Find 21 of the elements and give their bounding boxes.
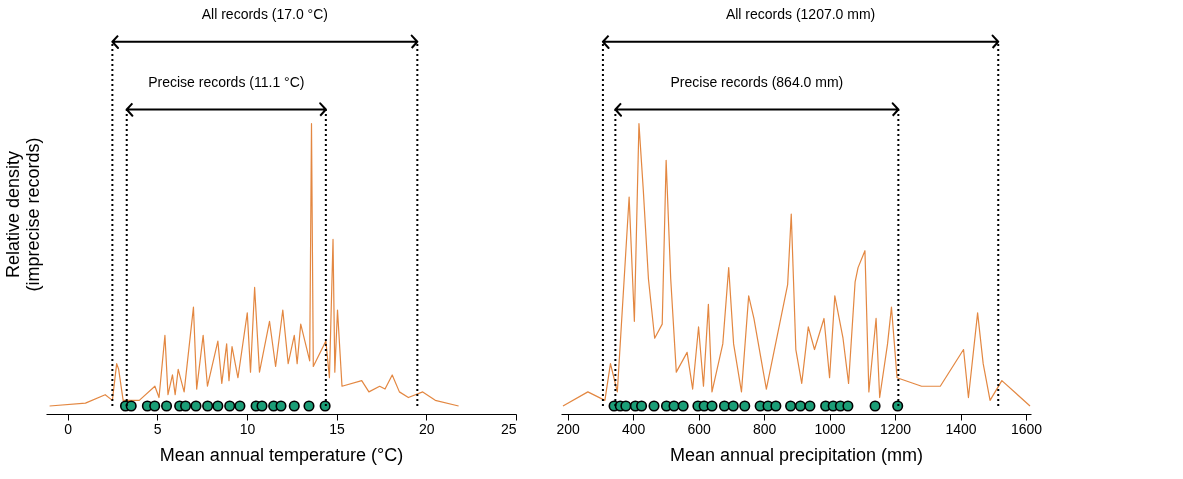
x-axis-title: Mean annual precipitation (mm) [669, 444, 924, 465]
text: All records (1207.0 mm) [725, 6, 876, 22]
text: Precise records (864.0 mm) [670, 73, 844, 90]
y-axis-title: Relative density (imprecise records) [2, 137, 43, 292]
x-tick-label: 10 [239, 420, 256, 437]
x-tick-label: 5 [153, 420, 162, 437]
x-tick-label: 1000 [814, 420, 846, 437]
x-tick-label: 1400 [945, 420, 977, 437]
x-tick-label: 15 [329, 420, 346, 437]
text: All records (17.0 °C) [201, 6, 328, 22]
x-tick-label: 400 [621, 420, 646, 437]
x-tick-label: 0 [64, 420, 73, 437]
x-tick-label: 1600 [1011, 420, 1043, 437]
x-axis-title: Mean annual temperature (°C) [159, 444, 404, 465]
x-tick-label: 1200 [880, 420, 912, 437]
x-tick-label: 600 [687, 420, 711, 437]
x-tick-label: 200 [556, 420, 580, 437]
x-tick-label: 20 [419, 420, 435, 437]
x-tick-label: 25 [500, 420, 517, 437]
x-tick-label: 800 [752, 420, 777, 437]
text: Precise records (11.1 °C) [148, 73, 305, 90]
